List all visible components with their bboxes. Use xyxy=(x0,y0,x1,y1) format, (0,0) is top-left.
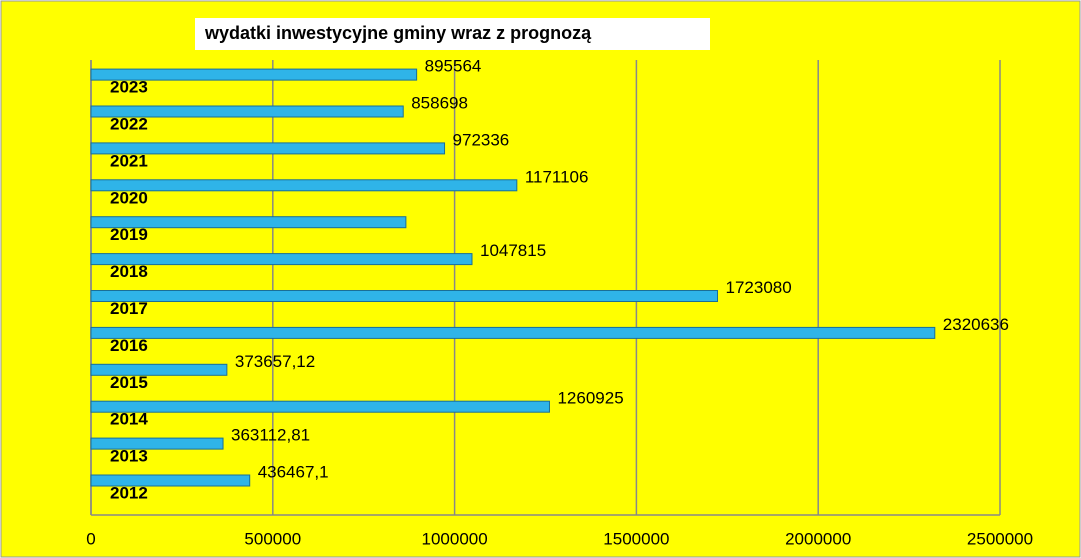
y-tick-label: 2020 xyxy=(110,188,148,207)
x-tick-label: 2500000 xyxy=(967,529,1033,548)
y-tick-label: 2013 xyxy=(110,447,148,466)
x-tick-label: 1500000 xyxy=(603,529,669,548)
bar xyxy=(90,363,228,376)
y-tick-label: 2023 xyxy=(110,78,148,97)
bar xyxy=(90,179,518,192)
bar xyxy=(90,290,719,302)
x-tick-label: 500000 xyxy=(244,529,301,548)
bar xyxy=(90,68,418,81)
y-tick-label: 2016 xyxy=(110,336,148,355)
data-label: 972336 xyxy=(453,130,510,149)
y-tick-label: 2018 xyxy=(110,262,148,281)
bar xyxy=(90,400,550,413)
y-tick-label: 2022 xyxy=(110,114,148,133)
title-box xyxy=(195,18,710,50)
data-label: 1260925 xyxy=(557,389,623,408)
data-label: 2320636 xyxy=(943,315,1009,334)
bar xyxy=(90,437,224,450)
x-tick-label: 2000000 xyxy=(785,529,851,548)
y-tick-label: 2014 xyxy=(110,410,148,429)
bar xyxy=(90,326,936,339)
data-label: 858698 xyxy=(411,93,468,112)
bar xyxy=(90,216,407,229)
x-tick-label: 0 xyxy=(86,529,95,548)
y-tick-label: 2015 xyxy=(110,373,148,392)
data-label: 1047815 xyxy=(480,241,546,260)
data-label: 436467,1 xyxy=(258,462,329,481)
bar xyxy=(90,253,473,266)
bar xyxy=(90,105,404,118)
data-label: 1723080 xyxy=(726,278,792,297)
data-label: 895564 xyxy=(425,57,482,76)
y-tick-label: 2012 xyxy=(110,483,148,502)
data-label: 363112,81 xyxy=(231,426,310,445)
bar xyxy=(90,474,251,487)
x-tick-label: 1000000 xyxy=(422,529,488,548)
y-tick-label: 2017 xyxy=(110,299,148,318)
bar xyxy=(90,142,446,155)
y-tick-label: 2019 xyxy=(110,225,148,244)
y-tick-label: 2021 xyxy=(110,151,148,170)
data-label: 1171106 xyxy=(525,167,589,186)
data-label: 373657,12 xyxy=(235,352,315,371)
chart-title: wydatki inwestycyjne gminy wraz z progno… xyxy=(204,23,592,43)
